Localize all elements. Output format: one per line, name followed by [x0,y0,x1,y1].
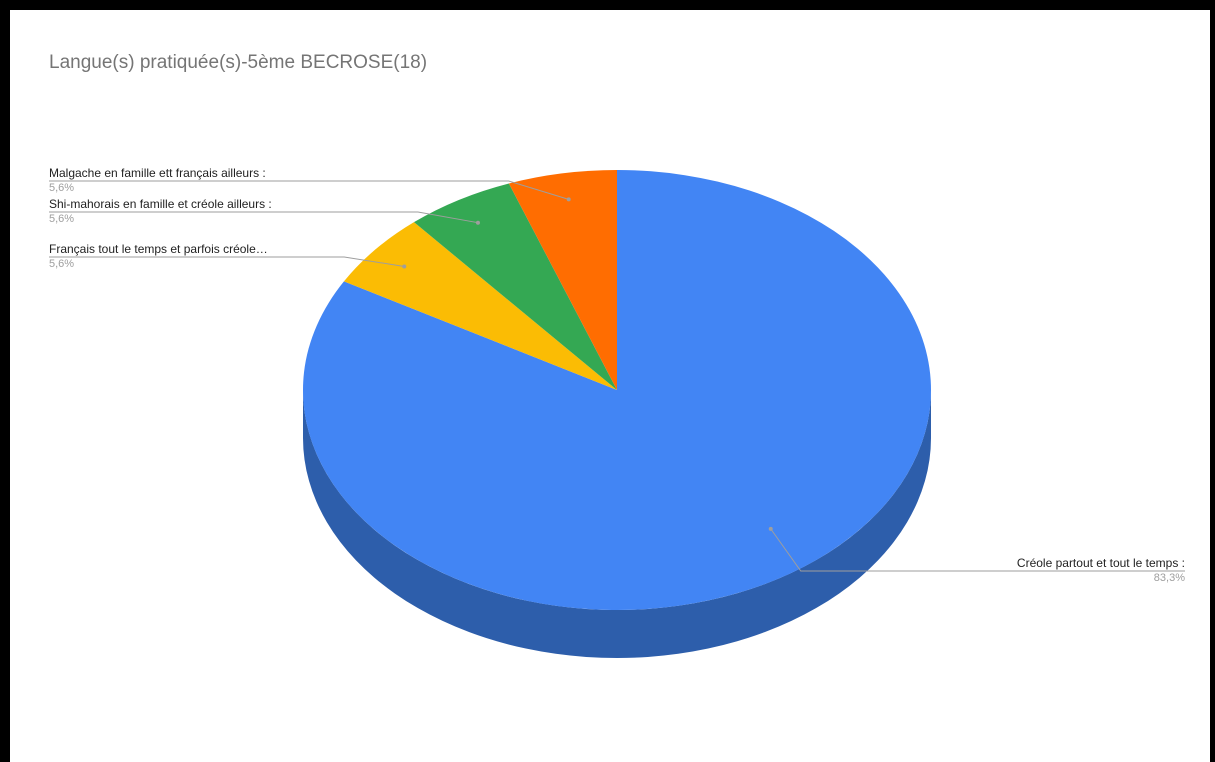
chart-title: Langue(s) pratiquée(s)-5ème BECROSE(18) [49,52,428,73]
leader-line-0 [770,528,1185,572]
pie-slice-1[interactable] [343,222,617,390]
pie-labels: Créole partout et tout le temps : 83,3% Fr… [49,166,1185,584]
leader-line-2 [49,211,479,224]
pie-sides [303,390,931,658]
slice-value-1: 5,6% [49,258,74,270]
slice-label-2: Shi-mahorais en famille et créole ailleu… [49,197,272,211]
leader-line-1 [49,256,405,267]
slice-label-1: Français tout le temps et parfois créole… [49,242,268,256]
slice-value-2: 5,6% [49,213,74,225]
slice-value-3: 5,6% [49,182,74,194]
leader-line-3 [49,180,569,200]
pie-slice-0[interactable] [303,170,932,610]
slice-label-3: Malgache en famille ett français ailleur… [49,166,266,180]
pie-slices [303,170,932,610]
pie-slice-2[interactable] [413,183,617,390]
pie-side-0-0 [303,390,931,658]
pie-slice-3[interactable] [508,170,617,390]
slice-label-0: Créole partout et tout le temps : [1017,556,1185,570]
slice-value-0: 83,3% [1154,572,1185,584]
